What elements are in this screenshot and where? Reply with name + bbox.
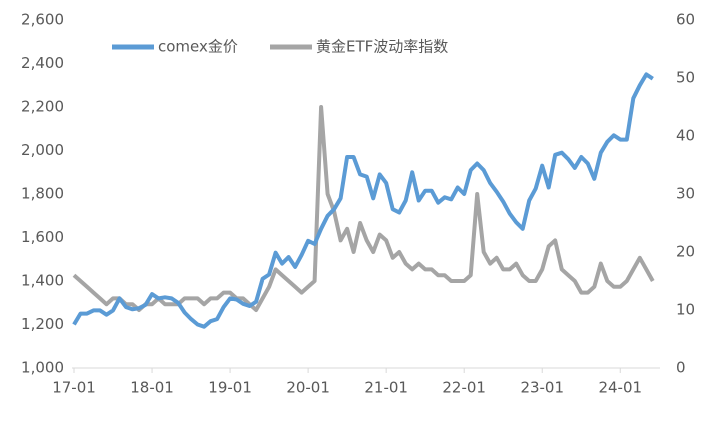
x-tick-label: 23-01 — [520, 379, 564, 397]
y2-tick-label: 20 — [676, 243, 695, 261]
x-tick-label: 18-01 — [130, 379, 174, 397]
x-tick-label: 19-01 — [208, 379, 252, 397]
y-tick-label: 2,200 — [21, 98, 64, 116]
y-tick-label: 2,000 — [21, 141, 64, 159]
y-tick-label: 1,800 — [21, 185, 64, 203]
y2-tick-label: 0 — [676, 359, 686, 377]
y-tick-label: 1,600 — [21, 228, 64, 246]
y-tick-label: 1,000 — [21, 359, 64, 377]
line-series — [72, 105, 655, 312]
legend-label: comex金价 — [158, 38, 238, 56]
x-tick-label: 21-01 — [364, 379, 408, 397]
y2-tick-label: 40 — [676, 127, 695, 145]
y-tick-label: 1,200 — [21, 315, 64, 333]
y2-tick-label: 10 — [676, 301, 695, 319]
y2-tick-label: 60 — [676, 11, 695, 29]
y-tick-label: 1,400 — [21, 272, 64, 290]
line-series — [72, 72, 654, 329]
x-tick-label: 20-01 — [286, 379, 330, 397]
y2-tick-label: 50 — [676, 69, 695, 87]
legend-label: 黄金ETF波动率指数 — [316, 38, 448, 56]
x-tick-label: 22-01 — [442, 379, 486, 397]
y2-tick-label: 30 — [676, 185, 695, 203]
x-tick-label: 24-01 — [598, 379, 642, 397]
x-tick-label: 17-01 — [52, 379, 96, 397]
y-tick-label: 2,600 — [21, 11, 64, 29]
y-tick-label: 2,400 — [21, 54, 64, 72]
